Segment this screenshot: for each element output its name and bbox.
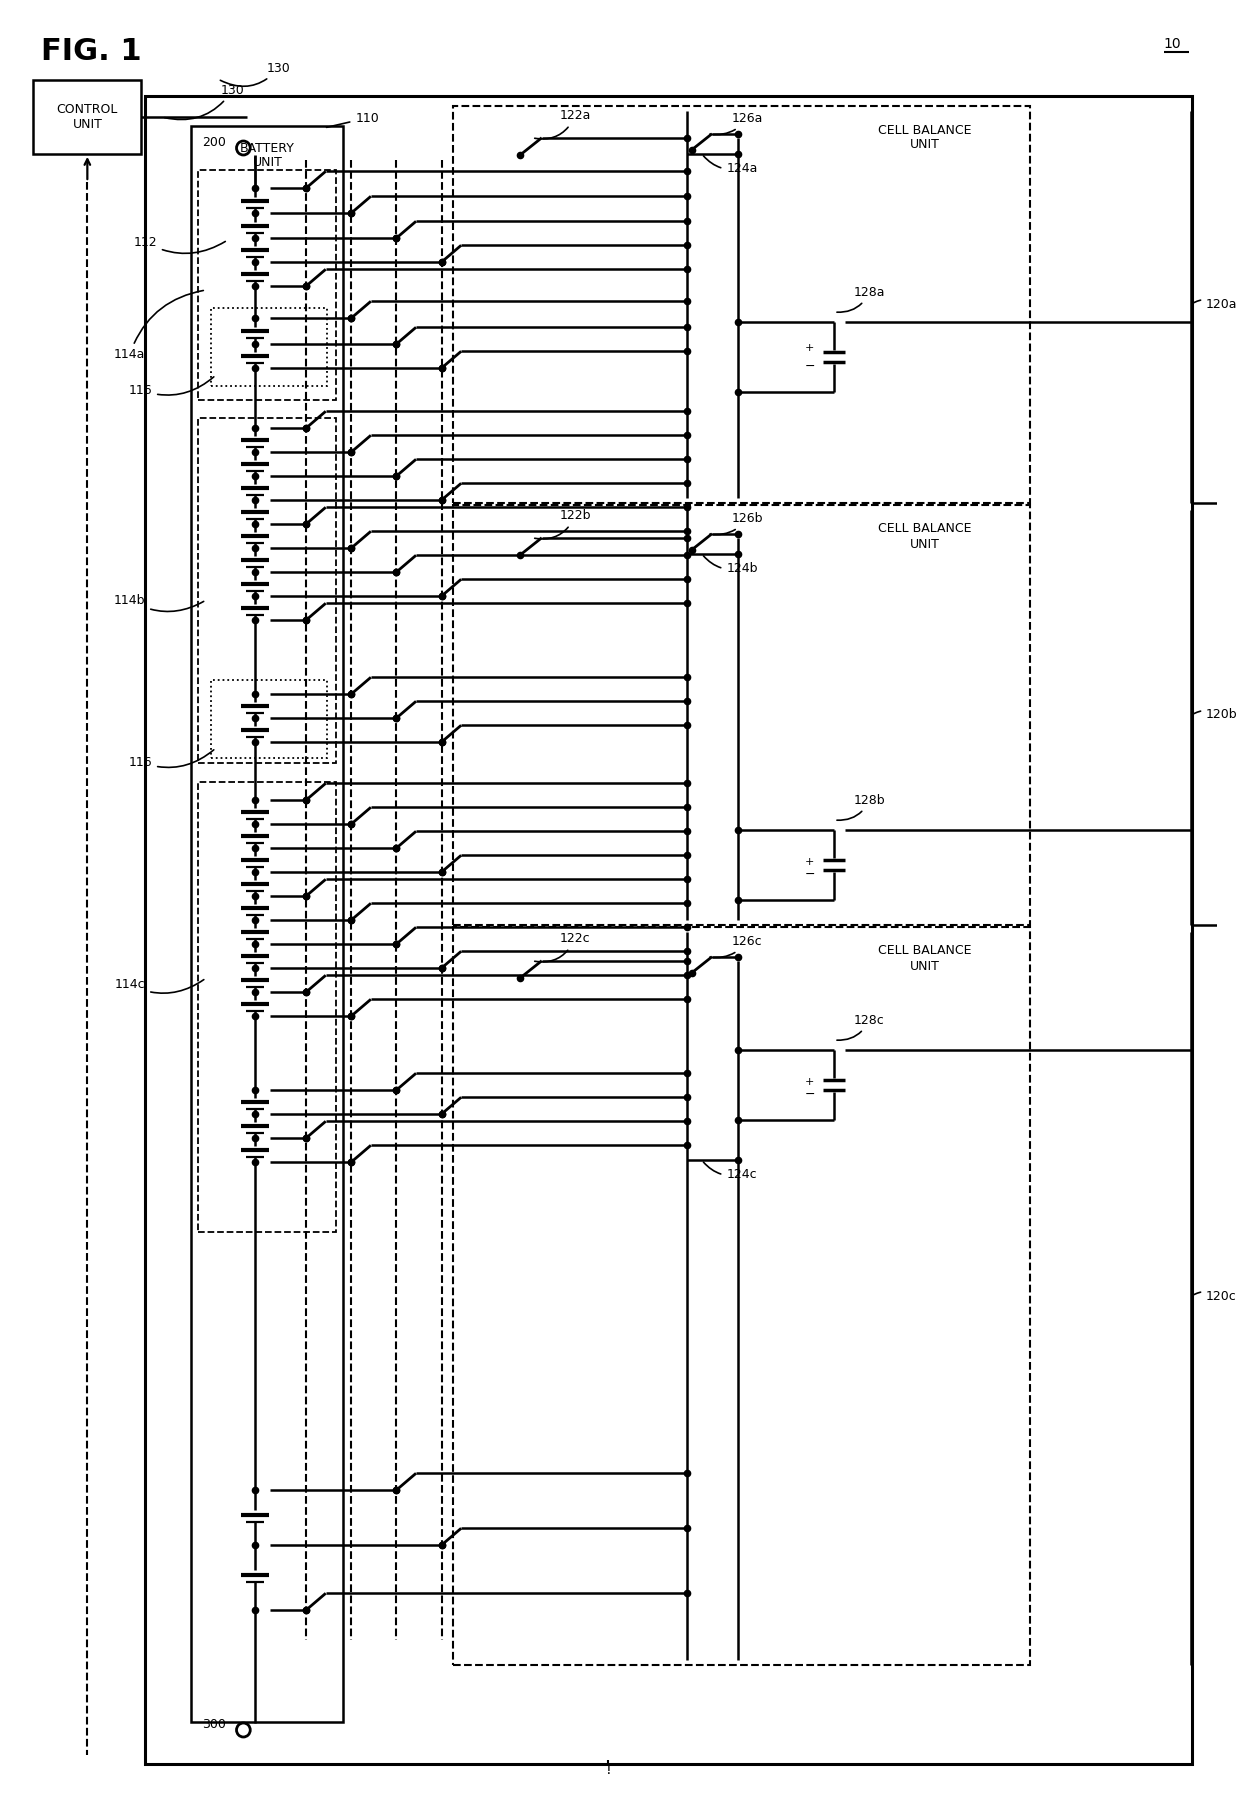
Text: −: − (805, 867, 815, 881)
Text: +: + (805, 343, 815, 352)
Text: 200: 200 (202, 137, 226, 149)
Text: CELL BALANCE: CELL BALANCE (878, 124, 971, 137)
Text: 122a: 122a (534, 110, 590, 138)
Text: !: ! (605, 1764, 611, 1776)
Bar (198, 171, 336, 399)
Text: UNIT: UNIT (909, 538, 940, 550)
Bar (454, 505, 1030, 924)
Bar (454, 106, 1030, 503)
Text: 10: 10 (1164, 38, 1182, 50)
Text: 122b: 122b (534, 509, 591, 539)
Text: FIG. 1: FIG. 1 (41, 38, 141, 67)
Text: 120b: 120b (1194, 708, 1238, 721)
Text: 128a: 128a (837, 286, 885, 313)
Text: 300: 300 (202, 1719, 226, 1731)
Text: 130: 130 (165, 83, 244, 119)
Text: 116: 116 (129, 378, 213, 397)
Text: 126c: 126c (709, 935, 763, 958)
Text: 112: 112 (134, 236, 226, 254)
Text: 114b: 114b (114, 593, 203, 611)
Bar (211, 680, 327, 759)
Bar (198, 417, 336, 762)
Text: 128c: 128c (837, 1014, 884, 1041)
Text: UNIT: UNIT (909, 138, 940, 151)
Text: 114a: 114a (114, 291, 203, 361)
Bar (191, 126, 343, 1722)
Text: 126a: 126a (709, 111, 763, 135)
Text: CELL BALANCE: CELL BALANCE (878, 944, 971, 958)
Text: +: + (805, 1077, 815, 1088)
Text: 114c: 114c (114, 978, 203, 992)
Text: 120c: 120c (1194, 1289, 1236, 1302)
Bar (198, 782, 336, 1232)
Bar (33, 79, 141, 155)
Text: CELL BALANCE: CELL BALANCE (878, 523, 971, 536)
Text: −: − (805, 360, 815, 372)
Text: UNIT: UNIT (909, 960, 940, 973)
Text: 122c: 122c (534, 931, 590, 962)
Text: 124b: 124b (703, 556, 758, 575)
Text: UNIT: UNIT (253, 155, 283, 169)
Text: 128b: 128b (837, 793, 885, 820)
Text: 116: 116 (129, 750, 213, 768)
Bar (211, 307, 327, 387)
Text: 120a: 120a (1194, 297, 1238, 311)
Text: 130: 130 (221, 61, 290, 86)
Text: −: − (805, 1088, 815, 1100)
Bar (454, 928, 1030, 1665)
Text: 124a: 124a (703, 156, 758, 174)
Text: 124c: 124c (703, 1162, 756, 1181)
Text: 126b: 126b (709, 512, 763, 534)
Text: CONTROL
UNIT: CONTROL UNIT (57, 102, 118, 131)
Text: +: + (805, 858, 815, 867)
Bar (145, 95, 1193, 1764)
Text: BATTERY: BATTERY (241, 142, 295, 155)
Text: 110: 110 (326, 111, 379, 128)
